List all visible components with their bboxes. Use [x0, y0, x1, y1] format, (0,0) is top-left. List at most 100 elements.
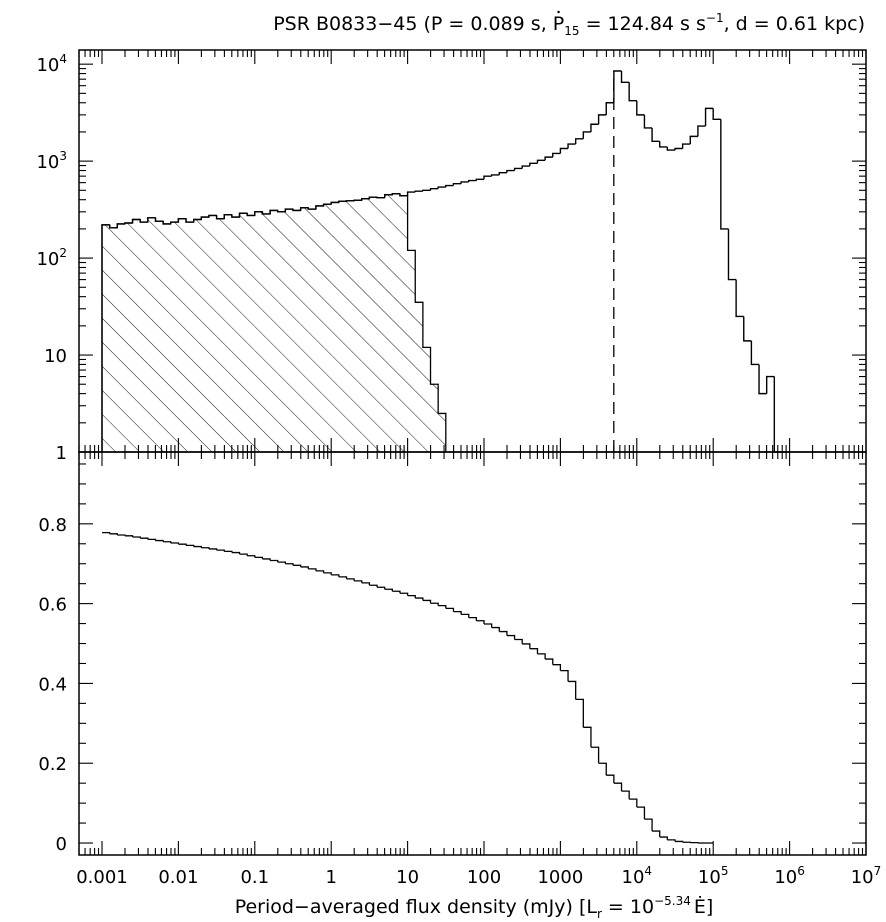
cumulative-step — [461, 613, 470, 618]
histogram-bar — [414, 190, 423, 193]
histogram-bar — [322, 203, 332, 206]
histogram-bar — [628, 82, 637, 102]
cumulative-step — [560, 670, 569, 682]
hatched-bar — [331, 202, 339, 452]
hatched-bar — [415, 302, 423, 452]
histogram-bar — [674, 147, 683, 151]
cumulative-step — [598, 762, 607, 776]
y-tick-label: 0.2 — [38, 754, 67, 775]
cumulative-step — [109, 533, 118, 535]
histogram-bar — [338, 200, 347, 203]
cumulative-step — [621, 790, 630, 800]
bottom-panel-cumulative: 0.001 0.01 0.1 1 10 100 1000 104 105 106 107 0 0.2 0.… — [38, 451, 881, 888]
hatched-bar — [155, 221, 164, 452]
cumulative-step — [545, 658, 554, 665]
histogram-bar — [475, 178, 484, 181]
cumulative-step — [415, 597, 424, 601]
histogram-bar — [529, 162, 538, 167]
x-tick-label: 0.1 — [240, 867, 269, 888]
cumulative-step — [254, 556, 264, 559]
histogram-bar — [567, 143, 576, 149]
cumulative-step — [514, 638, 523, 644]
hatched-bar — [270, 210, 278, 452]
cumulative-step — [675, 840, 684, 843]
hatched-bar — [300, 207, 309, 452]
hatched-bar — [399, 195, 408, 452]
cumulative-step — [224, 550, 233, 553]
histogram-bar — [208, 214, 217, 218]
x-tick-label: 0.01 — [158, 867, 198, 888]
hatched-bar — [392, 193, 400, 452]
cumulative-step — [644, 818, 653, 832]
histogram-bar — [399, 193, 408, 197]
cumulative-step — [231, 551, 241, 555]
histogram-bar — [659, 141, 668, 148]
hatched-bar — [361, 198, 370, 452]
cumulative-step — [468, 616, 478, 621]
histogram-bar — [185, 218, 194, 223]
histogram-bar — [383, 194, 393, 198]
hatched-bar — [109, 227, 118, 452]
cumulative-step — [629, 798, 638, 808]
hatched-bar — [247, 215, 255, 452]
cumulative-step — [483, 623, 493, 628]
y-tick-label: 0.8 — [38, 515, 67, 536]
x-tick-label: 100 — [467, 867, 501, 888]
histogram-bar — [574, 138, 584, 145]
cumulative-step — [377, 586, 386, 590]
histogram-bar — [506, 169, 515, 173]
histogram-bar — [101, 224, 110, 452]
cumulative-step — [453, 610, 462, 615]
histogram-bar — [613, 70, 622, 103]
histogram-bar — [536, 159, 546, 164]
x-tick-label: 1000 — [537, 867, 583, 888]
histogram-bar — [124, 222, 133, 224]
cumulative-step — [583, 726, 592, 748]
y-tick-label: 104 — [36, 52, 67, 76]
x-tick-label: 104 — [622, 864, 653, 888]
histogram-bar — [422, 189, 431, 192]
histogram-bar — [277, 210, 286, 213]
histogram-bar — [445, 184, 454, 188]
hatched-bar — [178, 218, 187, 452]
histogram-bar — [269, 209, 278, 214]
histogram-bar — [361, 197, 370, 201]
cumulative-step — [262, 558, 271, 561]
cumulative-step — [652, 830, 661, 838]
y-tick-label: 0.4 — [38, 674, 67, 695]
hatched-bar — [132, 219, 141, 452]
hatched-bar — [254, 211, 263, 452]
histogram-bar — [437, 186, 446, 189]
histogram-bar — [689, 135, 698, 145]
cumulative-step — [552, 664, 562, 671]
hatched-bar — [430, 384, 439, 452]
cumulative-step — [277, 561, 287, 564]
histogram-bar — [429, 187, 439, 191]
cumulative-step — [361, 582, 371, 586]
hatched-bar — [422, 347, 431, 452]
cumulative-step — [346, 578, 355, 581]
cumulative-step — [399, 592, 409, 596]
hatched-bar — [224, 214, 232, 452]
y-tick-label: 10 — [44, 346, 67, 367]
histogram-bar — [108, 224, 118, 229]
histogram-bar — [582, 131, 591, 139]
hatched-bar — [323, 204, 332, 452]
cumulative-step — [575, 698, 584, 728]
hatched-bar — [354, 200, 362, 452]
cumulative-step — [117, 534, 126, 536]
histogram-bar — [712, 108, 721, 121]
hatched-bar — [277, 211, 286, 452]
cumulative-step — [590, 746, 600, 764]
cumulative-step — [163, 541, 172, 543]
histogram-bar — [353, 199, 362, 201]
hatched-bar — [369, 197, 378, 452]
cumulative-step — [445, 607, 455, 612]
cumulative-step — [201, 547, 210, 549]
histogram-bar — [391, 193, 400, 195]
histogram-bar — [552, 152, 561, 158]
histogram-bar — [666, 146, 675, 151]
histogram-bar — [513, 167, 523, 171]
cumulative-step — [613, 782, 623, 792]
